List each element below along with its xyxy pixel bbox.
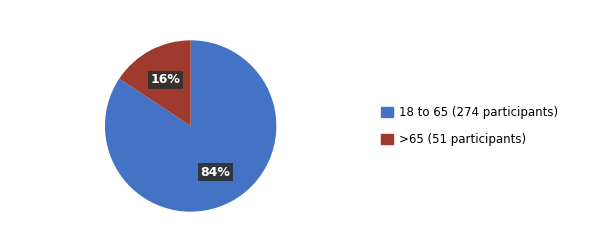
Text: 16%: 16% <box>151 73 181 86</box>
Legend: 18 to 65 (274 participants), >65 (51 participants): 18 to 65 (274 participants), >65 (51 par… <box>375 100 563 152</box>
Wedge shape <box>119 40 191 126</box>
Wedge shape <box>105 40 276 212</box>
Text: 84%: 84% <box>200 166 231 179</box>
